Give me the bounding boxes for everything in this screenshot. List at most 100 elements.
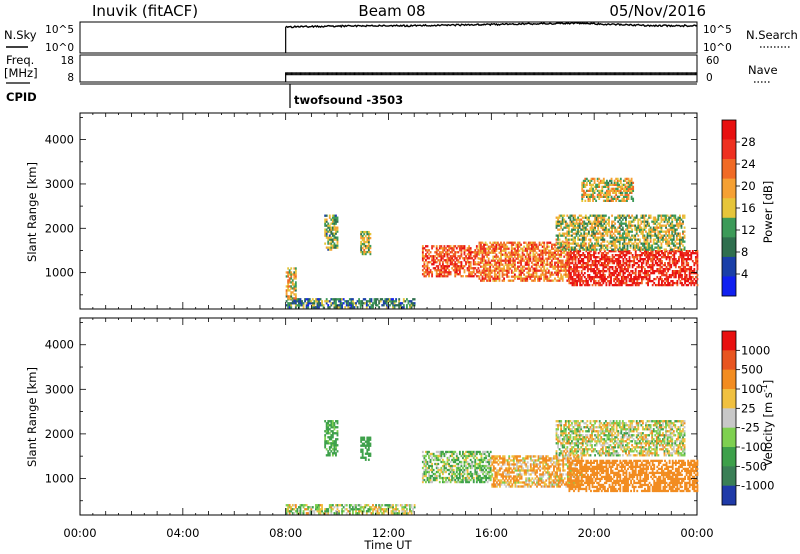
heatmap-cell (458, 245, 461, 248)
heatmap-cell (333, 226, 336, 229)
heatmap-cell (641, 244, 644, 247)
heatmap-cell (372, 306, 374, 309)
heatmap-cell (457, 269, 460, 272)
heatmap-cell (324, 220, 327, 223)
heatmap-cell (546, 261, 549, 264)
heatmap-cell (659, 269, 662, 273)
freq-right-tick-top: 60 (706, 55, 719, 67)
heatmap-cell (584, 216, 587, 219)
heatmap-cell (534, 249, 536, 252)
heatmap-cell (637, 226, 640, 229)
heatmap-cell (626, 248, 629, 251)
heatmap-cell (498, 277, 501, 280)
velocity-heatmap (285, 420, 699, 515)
heatmap-cell (507, 275, 510, 278)
heatmap-cell (665, 242, 667, 245)
heatmap-cell (598, 195, 601, 198)
heatmap-cell (574, 250, 577, 253)
heatmap-cell (588, 256, 591, 259)
heatmap-cell (621, 238, 624, 241)
heatmap-cell (660, 220, 663, 223)
heatmap-cell (327, 454, 330, 457)
heatmap-cell (663, 224, 666, 227)
colorbar-swatch (722, 276, 736, 297)
heatmap-cell (392, 306, 394, 309)
heatmap-cell (360, 450, 363, 453)
heatmap-cell (626, 230, 629, 233)
heatmap-cell (615, 181, 618, 185)
heatmap-cell (469, 247, 472, 250)
heatmap-cell (367, 438, 370, 441)
heatmap-cell (668, 258, 671, 261)
heatmap-cell (392, 304, 394, 307)
heatmap-cell (455, 271, 458, 274)
heatmap-cell (333, 298, 336, 301)
heatmap-cell (369, 250, 372, 254)
heatmap-cell (429, 478, 432, 482)
heatmap-cell (478, 271, 481, 274)
heatmap-cell (604, 183, 607, 187)
heatmap-cell (578, 244, 581, 247)
heatmap-cell (441, 460, 444, 464)
heatmap-cell (540, 273, 543, 276)
heatmap-cell (348, 302, 351, 305)
heatmap-cell (627, 193, 630, 197)
heatmap-cell (368, 298, 371, 301)
heatmap-cell (524, 257, 527, 260)
heatmap-cell (549, 257, 552, 260)
heatmap-cell (412, 302, 414, 305)
heatmap-cell (392, 508, 394, 511)
heatmap-cell (361, 454, 364, 457)
heatmap-cell (609, 236, 612, 239)
heatmap-cell (601, 185, 604, 189)
heatmap-cell (360, 234, 363, 238)
heatmap-cell (554, 257, 556, 260)
heatmap-cell (612, 183, 615, 187)
heatmap-cell (607, 193, 610, 197)
heatmap-cell (639, 273, 642, 277)
heatmap-cell (602, 279, 605, 283)
heatmap-cell (481, 255, 484, 258)
heatmap-cell (431, 462, 434, 466)
heatmap-cell (523, 279, 526, 282)
heatmap-cell (526, 271, 529, 274)
heatmap-cell (413, 298, 416, 301)
heatmap-cell (595, 218, 598, 221)
heatmap-cell (605, 281, 608, 285)
heatmap-cell (635, 246, 638, 249)
heatmap-cell (515, 249, 518, 252)
heatmap-cell (423, 275, 426, 278)
heatmap-cell (298, 300, 300, 303)
heatmap-cell (517, 249, 519, 252)
heatmap-cell (557, 228, 559, 231)
heatmap-cell (363, 442, 366, 445)
heatmap-cell (614, 283, 617, 287)
heatmap-cell (619, 191, 622, 195)
heatmap-cell (421, 454, 424, 458)
heatmap-cell (650, 258, 653, 261)
heatmap-cell (638, 230, 641, 233)
heatmap-cell (438, 247, 441, 250)
heatmap-cell (604, 214, 607, 217)
heatmap-cell (330, 228, 333, 231)
heatmap-cell (527, 255, 530, 258)
heatmap-cell (441, 464, 444, 468)
heatmap-cell (493, 241, 496, 244)
heatmap-cell (345, 504, 348, 507)
heatmap-cell (668, 273, 671, 277)
heatmap-cell (319, 304, 322, 307)
heatmap-cell (608, 216, 610, 219)
heatmap-cell (611, 236, 613, 239)
heatmap-cell (448, 468, 450, 472)
heatmap-cell (649, 236, 652, 239)
heatmap-cell (659, 261, 662, 265)
heatmap-cell (561, 279, 564, 282)
heatmap-cell (335, 444, 337, 447)
heatmap-cell (501, 275, 504, 278)
heatmap-cell (593, 179, 596, 183)
heatmap-cell (370, 304, 373, 307)
heatmap-cell (631, 279, 634, 283)
heatmap-cell (669, 236, 672, 239)
range-tick-label: 2000 (45, 221, 74, 235)
heatmap-cell (375, 506, 377, 509)
